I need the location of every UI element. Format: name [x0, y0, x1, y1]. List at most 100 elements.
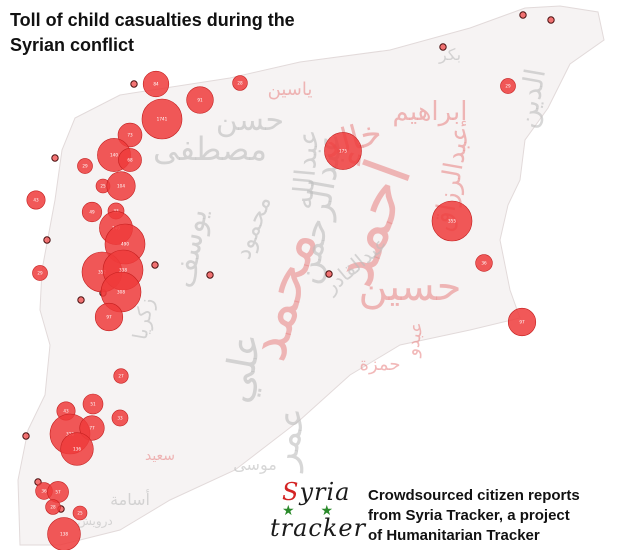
- casualty-marker: [22, 432, 30, 440]
- cloud-word: حمزة: [360, 354, 401, 375]
- bubble-circle: [141, 98, 183, 140]
- cloud-word: أسامة: [110, 489, 150, 509]
- casualty-bubble: 25: [72, 505, 88, 521]
- bubble-label: 33: [117, 416, 123, 421]
- bubble-label: 29: [82, 164, 88, 169]
- logo-word-tracker: tracker: [270, 514, 367, 542]
- marker-dot: [325, 270, 333, 278]
- marker-dot: [130, 80, 138, 88]
- bubble-circle: [431, 200, 473, 242]
- bubble-circle: [60, 432, 94, 466]
- map-title: Toll of child casualties during the Syri…: [10, 8, 340, 58]
- casualty-bubble: 28: [45, 499, 61, 515]
- cloud-word: حسن: [216, 103, 284, 138]
- casualty-bubble: 175: [324, 132, 362, 170]
- bubble-circle: [32, 265, 48, 281]
- casualty-marker: [519, 11, 527, 19]
- bubble-circle: [475, 254, 493, 272]
- casualty-bubble: 104: [106, 171, 136, 201]
- bubble-label: 338: [119, 268, 127, 273]
- bubble-circle: [507, 307, 537, 337]
- casualty-bubble: 91: [186, 86, 214, 114]
- credit-line-3: of Humanitarian Tracker: [368, 527, 540, 544]
- bubble-label: 49: [89, 210, 95, 215]
- cloud-word: ياسين: [268, 79, 313, 100]
- syria-tracker-logo: Syria ★★ tracker: [268, 478, 367, 546]
- casualty-marker: [325, 270, 333, 278]
- bubble-label: 29: [37, 271, 43, 276]
- casualty-marker: [51, 154, 59, 162]
- casualty-bubble: 29: [77, 158, 93, 174]
- casualty-bubble: 51: [82, 393, 104, 415]
- bubble-label: 352: [98, 270, 106, 275]
- casualty-marker: [439, 43, 447, 51]
- casualty-marker: [130, 80, 138, 88]
- bubble-label: 490: [121, 242, 129, 247]
- marker-dot: [43, 236, 51, 244]
- bubble-label: 51: [90, 402, 96, 407]
- bubble-label: 104: [117, 184, 125, 189]
- bubble-label: 43: [63, 409, 69, 414]
- cloud-word: درويش: [77, 514, 113, 529]
- bubble-label: 68: [127, 158, 133, 163]
- casualty-marker: [43, 236, 51, 244]
- casualty-bubble: 97: [94, 302, 124, 332]
- casualty-marker: [547, 16, 555, 24]
- bubble-label: 84: [153, 82, 159, 87]
- bubble-circle: [324, 132, 362, 170]
- cloud-word: حسين: [359, 264, 462, 310]
- casualty-bubble: 43: [26, 190, 46, 210]
- casualty-bubbles: 8491282917417314068292510443334914049029…: [22, 11, 555, 551]
- bubble-circle: [142, 70, 170, 98]
- marker-dot: [439, 43, 447, 51]
- bubble-circle: [111, 409, 129, 427]
- bubble-circle: [26, 190, 46, 210]
- marker-dot: [206, 271, 214, 279]
- bubble-circle: [186, 86, 214, 114]
- marker-dot: [151, 261, 159, 269]
- marker-dot: [22, 432, 30, 440]
- bubble-circle: [82, 393, 104, 415]
- casualty-marker: [151, 261, 159, 269]
- bubble-label: 73: [127, 133, 133, 138]
- casualty-bubble: 73: [117, 122, 143, 148]
- casualty-bubble: 355: [431, 200, 473, 242]
- credit-line-2: from Syria Tracker, a project: [368, 507, 570, 524]
- title-line-2: Syrian conflict: [10, 35, 135, 55]
- bubble-label: 1741: [157, 117, 168, 122]
- bubble-label: 36: [41, 489, 47, 494]
- casualty-bubble: 84: [142, 70, 170, 98]
- bubble-circle: [77, 158, 93, 174]
- bubble-circle: [500, 78, 516, 94]
- bubble-label: 136: [73, 447, 81, 452]
- casualty-bubble: 29: [32, 265, 48, 281]
- casualty-bubble: 33: [111, 409, 129, 427]
- casualty-marker: [77, 296, 85, 304]
- casualty-bubble: 97: [507, 307, 537, 337]
- bubble-label: 28: [50, 505, 56, 510]
- bubble-label: 91: [197, 98, 203, 103]
- casualty-bubble: 57: [47, 481, 69, 503]
- casualty-bubble: 36: [475, 254, 493, 272]
- casualty-bubble: 1741: [141, 98, 183, 140]
- bubble-label: 97: [519, 320, 525, 325]
- cloud-word: موسى: [233, 455, 277, 475]
- bubble-circle: [232, 75, 248, 91]
- bubble-label: 28: [237, 81, 243, 86]
- cloud-word: سعيد: [145, 448, 175, 464]
- casualty-bubble: 68: [118, 148, 142, 172]
- bubble-circle: [79, 415, 105, 441]
- bubble-circle: [72, 505, 88, 521]
- bubble-circle: [118, 148, 142, 172]
- source-credit: Crowdsourced citizen reports from Syria …: [368, 486, 618, 546]
- bubble-label: 43: [33, 198, 39, 203]
- bubble-label: 25: [100, 184, 106, 189]
- marker-dot: [77, 296, 85, 304]
- casualty-bubble: 28: [232, 75, 248, 91]
- bubble-circle: [106, 171, 136, 201]
- cloud-word: عبدالله: [286, 128, 326, 211]
- bubble-circle: [81, 201, 103, 223]
- casualty-bubble: 29: [500, 78, 516, 94]
